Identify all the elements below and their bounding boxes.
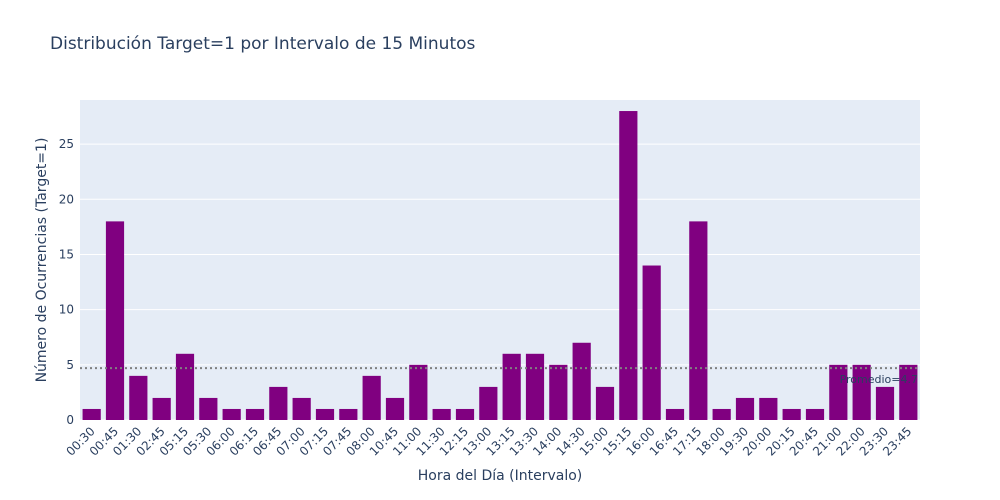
bar (105, 221, 125, 420)
bar (315, 408, 335, 420)
y-tick-label: 10 (59, 303, 74, 317)
y-tick-label: 20 (59, 192, 74, 206)
bars-group (82, 111, 918, 420)
bar (712, 408, 731, 420)
y-tick-label: 5 (66, 358, 74, 372)
bar (805, 408, 825, 420)
bar (292, 397, 311, 420)
bar (619, 111, 638, 420)
bar (642, 265, 661, 420)
bar (899, 364, 918, 420)
bar (572, 342, 591, 420)
y-tick-label: 15 (59, 247, 74, 261)
bar (409, 364, 428, 420)
chart-title: Distribución Target=1 por Intervalo de 1… (50, 34, 476, 54)
bar (82, 408, 101, 420)
bar (152, 397, 171, 420)
bar (479, 386, 498, 420)
bar (759, 397, 778, 420)
bar (245, 408, 265, 420)
bar (689, 221, 708, 420)
bar (735, 397, 755, 420)
gridlines (80, 143, 920, 421)
bar (665, 408, 685, 420)
bar (385, 397, 405, 420)
bar (875, 386, 895, 420)
reference-line-group: Promedio=4.7 (80, 367, 920, 386)
bar (432, 408, 451, 420)
bar (269, 386, 288, 420)
bar (199, 397, 218, 420)
x-tick-labels: 00:3000:4501:3002:4505:1505:3006:0006:15… (63, 424, 914, 458)
bar (362, 375, 381, 420)
bar (129, 375, 148, 420)
bar (525, 353, 545, 420)
bar (852, 364, 871, 420)
y-axis-title: Número de Ocurrencias (Target=1) (34, 138, 50, 383)
average-label: Promedio=4.7 (840, 373, 918, 386)
bar (595, 386, 615, 420)
bar (455, 408, 475, 420)
bar (782, 408, 801, 420)
x-axis-title: Hora del Día (Intervalo) (418, 468, 583, 484)
y-tick-label: 0 (66, 413, 74, 427)
bar (175, 353, 195, 420)
bar (222, 408, 241, 420)
plot-background (80, 100, 920, 420)
bar (549, 364, 568, 420)
bar (829, 364, 848, 420)
bar (502, 353, 521, 420)
bar (339, 408, 358, 420)
y-tick-label: 25 (59, 137, 74, 151)
y-tick-labels: 0 5 10 15 20 25 (59, 137, 74, 427)
